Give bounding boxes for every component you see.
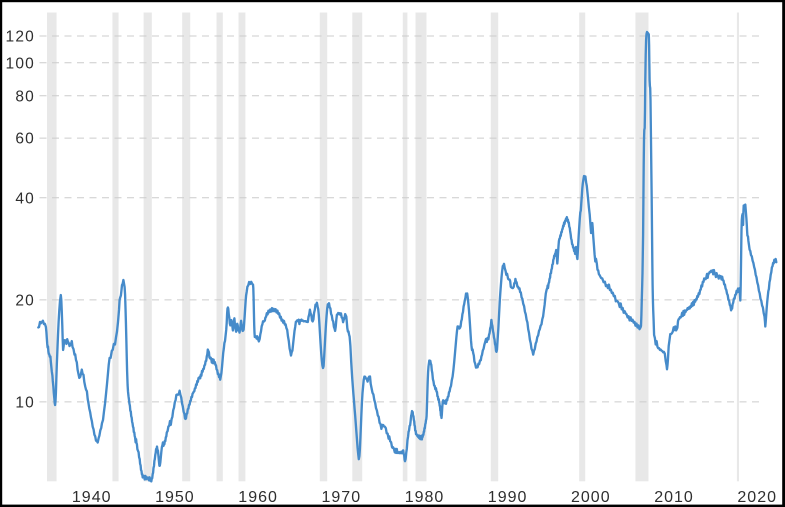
svg-text:1970: 1970 xyxy=(322,489,362,506)
svg-text:1950: 1950 xyxy=(155,489,195,506)
svg-text:10: 10 xyxy=(15,395,35,412)
svg-text:2000: 2000 xyxy=(571,489,611,506)
svg-text:60: 60 xyxy=(15,131,35,148)
svg-text:1990: 1990 xyxy=(488,489,528,506)
svg-text:2020: 2020 xyxy=(737,489,777,506)
svg-text:100: 100 xyxy=(6,55,35,72)
svg-text:2010: 2010 xyxy=(654,489,694,506)
svg-text:40: 40 xyxy=(15,190,35,207)
svg-text:1980: 1980 xyxy=(405,489,445,506)
svg-text:80: 80 xyxy=(15,88,35,105)
svg-text:1960: 1960 xyxy=(238,489,278,506)
svg-text:120: 120 xyxy=(6,29,35,46)
svg-text:20: 20 xyxy=(15,293,35,310)
svg-text:1940: 1940 xyxy=(72,489,112,506)
